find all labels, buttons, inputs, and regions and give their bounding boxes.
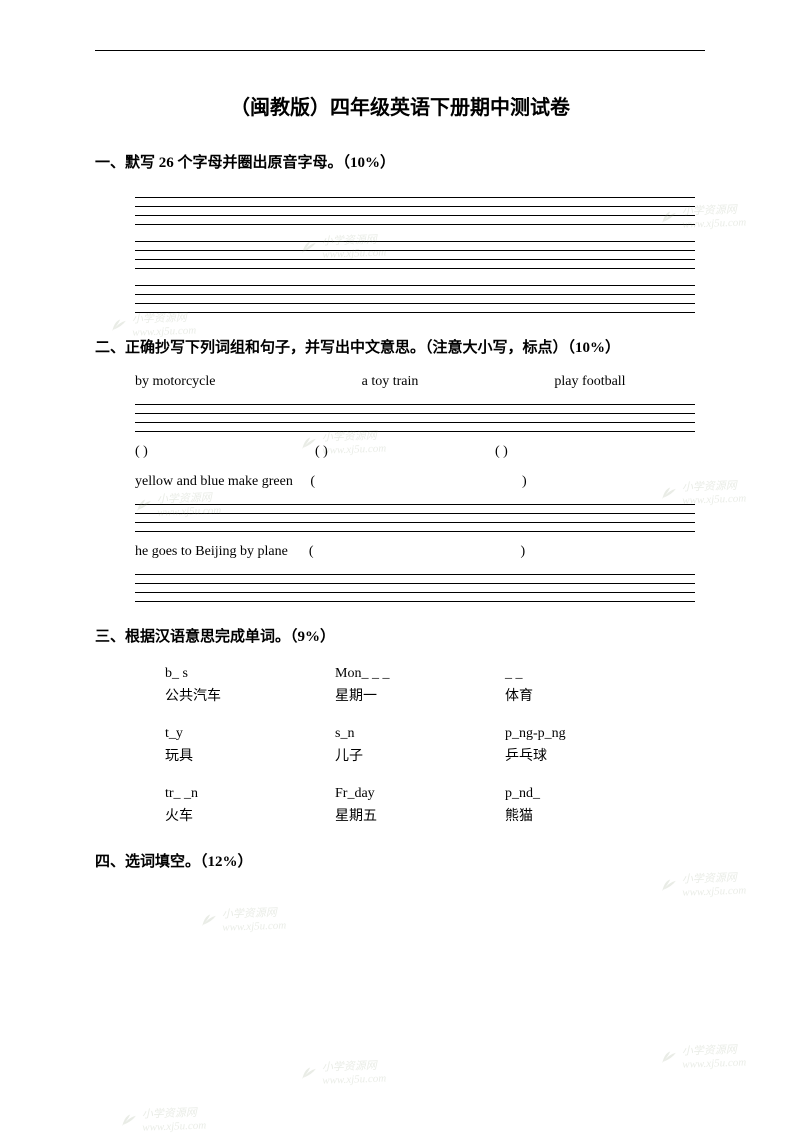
- word-row-cn: 玩具 儿子 乒乓球: [165, 746, 665, 767]
- section-2-words-row: by motorcycle a toy train play football: [135, 374, 675, 390]
- paren-blank: ( ): [315, 444, 495, 460]
- word-blank: Mon_ _ _: [335, 663, 505, 684]
- section-3-heading: 三、根据汉语意思完成单词。（9%）: [95, 624, 705, 651]
- sentence-text: yellow and blue make green: [135, 474, 293, 489]
- section-4-heading: 四、选词填空。（12%）: [95, 849, 705, 876]
- section-2-heading: 二、正确抄写下列词组和句子，并写出中文意思。（注意大小写，标点）（10%）: [95, 335, 705, 362]
- word-meaning: 星期五: [335, 806, 505, 827]
- watermark: 小学资源网www.xj5u.com: [300, 1057, 387, 1088]
- word-meaning: 玩具: [165, 746, 335, 767]
- sentence-text: he goes to Beijing by plane: [135, 544, 288, 559]
- page-container: （闽教版）四年级英语下册期中测试卷 一、默写 26 个字母并圈出原音字母。（10…: [0, 0, 800, 918]
- paren-close: ): [520, 544, 525, 559]
- section-2-writing-area: [135, 496, 695, 532]
- section-3-word-grid: b_ s Mon_ _ _ _ _ 公共汽车 星期一 体育 t_y s_n p_…: [165, 663, 665, 827]
- writing-lines-group: [135, 496, 695, 532]
- word-row-cn: 公共汽车 星期一 体育: [165, 686, 665, 707]
- word-row-en: b_ s Mon_ _ _ _ _: [165, 663, 665, 684]
- word-blank: p_nd_: [505, 783, 655, 804]
- word-blank: s_n: [335, 723, 505, 744]
- document-title: （闽教版）四年级英语下册期中测试卷: [95, 91, 705, 120]
- paren-blank: ( ): [495, 444, 675, 460]
- word-blank: p_ng-p_ng: [505, 723, 655, 744]
- paren-open: (: [310, 474, 315, 489]
- watermark: 小学资源网www.xj5u.com: [660, 1041, 747, 1072]
- paren-blank: ( ): [135, 444, 315, 460]
- writing-lines-group: [135, 233, 695, 269]
- section-2-writing-area: [135, 566, 695, 602]
- word-row-en: t_y s_n p_ng-p_ng: [165, 723, 665, 744]
- word-meaning: 熊猫: [505, 806, 655, 827]
- word-blank: b_ s: [165, 663, 335, 684]
- word-blank: Fr_day: [335, 783, 505, 804]
- writing-lines-group: [135, 566, 695, 602]
- word-meaning: 公共汽车: [165, 686, 335, 707]
- word-blank: tr_ _n: [165, 783, 335, 804]
- section-2-sentence-2: he goes to Beijing by plane ( ): [135, 544, 705, 560]
- word-meaning: 体育: [505, 686, 655, 707]
- section-1-writing-area: [135, 189, 695, 313]
- word-item: by motorcycle: [135, 374, 305, 390]
- word-row-cn: 火车 星期五 熊猫: [165, 806, 665, 827]
- writing-lines-group: [135, 277, 695, 313]
- word-meaning: 星期一: [335, 686, 505, 707]
- word-meaning: 儿子: [335, 746, 505, 767]
- paren-close: ): [522, 474, 527, 489]
- word-blank: t_y: [165, 723, 335, 744]
- section-2-paren-row: ( ) ( ) ( ): [135, 444, 675, 460]
- paren-open: (: [309, 544, 314, 559]
- writing-lines-group: [135, 396, 695, 432]
- section-2-writing-area: [135, 396, 695, 432]
- word-item: play football: [475, 374, 675, 390]
- word-meaning: 乒乓球: [505, 746, 655, 767]
- writing-lines-group: [135, 189, 695, 225]
- word-blank: _ _: [505, 663, 655, 684]
- section-1-heading: 一、默写 26 个字母并圈出原音字母。（10%）: [95, 150, 705, 177]
- top-rule: [95, 50, 705, 51]
- word-meaning: 火车: [165, 806, 335, 827]
- word-row-en: tr_ _n Fr_day p_nd_: [165, 783, 665, 804]
- section-2-sentence-1: yellow and blue make green ( ): [135, 474, 705, 490]
- watermark: 小学资源网www.xj5u.com: [120, 1104, 207, 1135]
- word-item: a toy train: [305, 374, 475, 390]
